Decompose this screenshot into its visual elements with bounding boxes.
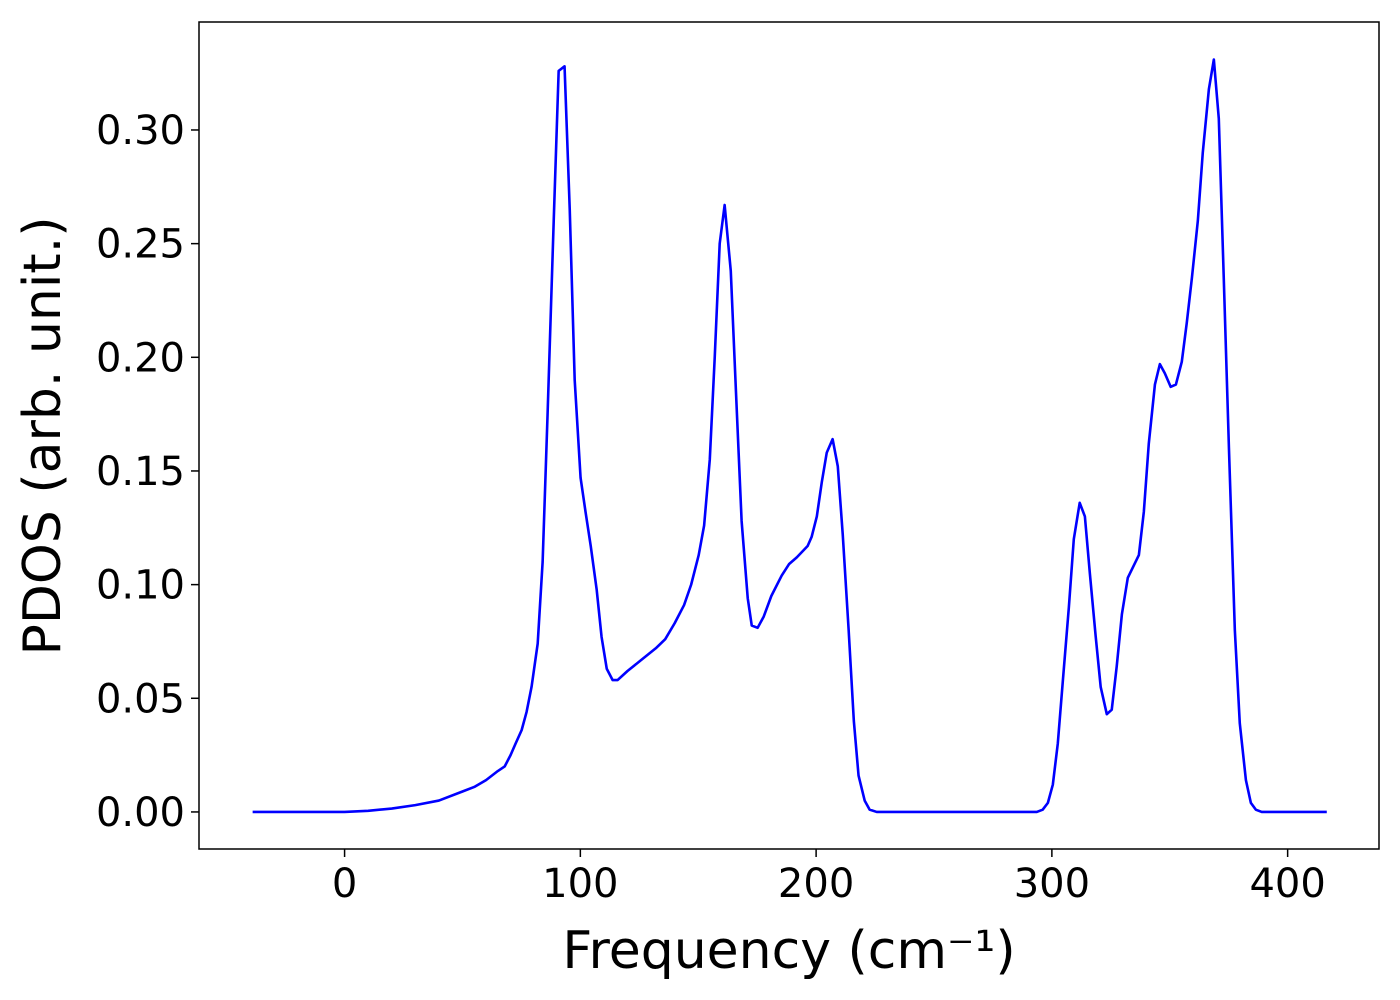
y-tick-label: 0.20 (96, 335, 185, 381)
y-tick-label: 0.30 (96, 108, 185, 154)
y-tick-label: 0.00 (96, 790, 185, 836)
y-tick-label: 0.05 (96, 676, 185, 722)
y-tick-label: 0.15 (96, 449, 185, 495)
x-tick-label: 200 (778, 861, 854, 907)
y-tick-label: 0.25 (96, 222, 185, 268)
x-axis-label: Frequency (cm⁻¹) (562, 921, 1015, 981)
data-line (252, 58, 1327, 814)
x-tick-label: 400 (1249, 861, 1325, 907)
x-tick-label: 0 (332, 861, 357, 907)
y-tick-label: 0.10 (96, 563, 185, 609)
x-tick-label: 300 (1014, 861, 1090, 907)
x-tick-label: 100 (542, 861, 618, 907)
plot-frame (198, 21, 1380, 850)
y-axis-label: PDOS (arb. unit.) (13, 216, 73, 655)
